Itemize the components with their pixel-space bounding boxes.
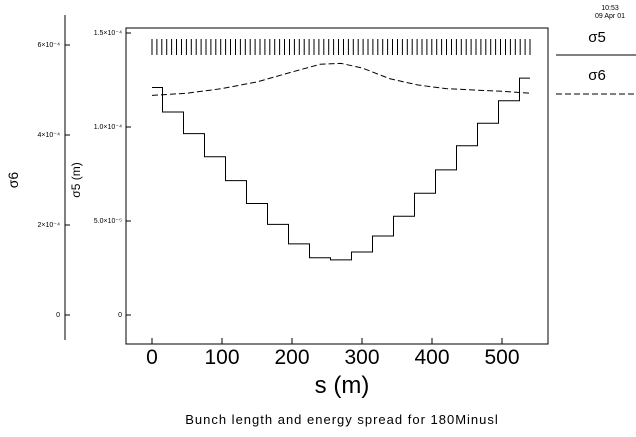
timestamp-date: 09 Apr 01: [595, 13, 625, 20]
x-tick-label: 300: [344, 346, 379, 369]
inner-y-tick-label: 0: [118, 312, 122, 319]
x-tick-label: 500: [484, 346, 519, 369]
left-axis-label: σ6: [5, 172, 21, 189]
inner-y-tick-label: 5.0×10⁻⁵: [94, 218, 122, 225]
x-tick-label: 200: [274, 346, 309, 369]
chart-caption: Bunch length and energy spread for 180Mi…: [185, 412, 499, 427]
element-markers: [151, 39, 531, 55]
x-tick-label: 100: [204, 346, 239, 369]
legend-sigma5-label: σ5: [588, 29, 606, 46]
inner-axis-label: σ5 (m): [69, 162, 83, 197]
sigma6-line: [151, 62, 531, 96]
left-y-tick-label: 4×10⁻⁴: [38, 132, 60, 139]
inner-y-tick-label: 1.0×10⁻⁴: [94, 124, 122, 131]
left-y-tick-label: 6×10⁻⁴: [38, 42, 60, 49]
left-axis-ticks: 0 2×10⁻⁴ 4×10⁻⁴ 6×10⁻⁴: [38, 42, 70, 319]
x-axis-ticks: 0 100 200 300 400 500: [146, 338, 520, 369]
left-y-tick-label: 0: [56, 312, 60, 319]
x-tick-label: 0: [146, 346, 158, 369]
x-tick-label: 400: [414, 346, 449, 369]
legend: σ5 σ6: [556, 29, 636, 95]
plot-frame: [125, 27, 549, 345]
inner-y-tick-label: 1.5×10⁻⁴: [94, 30, 122, 37]
inner-axis-ticks: 0 5.0×10⁻⁵ 1.0×10⁻⁴ 1.5×10⁻⁴: [94, 30, 131, 319]
sigma5-line: [152, 77, 530, 261]
timestamp-time: 10:53: [601, 5, 619, 12]
x-axis-label: s (m): [315, 372, 370, 399]
left-y-tick-label: 2×10⁻⁴: [38, 222, 60, 229]
legend-sigma6-label: σ6: [588, 67, 606, 84]
